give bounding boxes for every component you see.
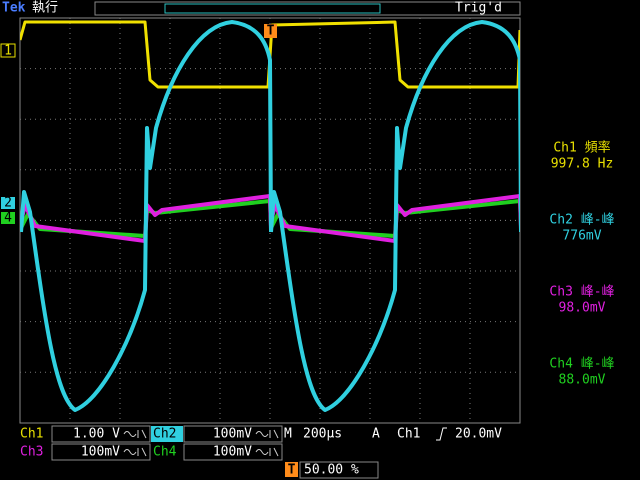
- ch2-scale-box: [183, 425, 283, 443]
- ch4-marker-label: 4: [4, 211, 12, 226]
- ch1-marker-label: 1: [4, 44, 12, 59]
- trigger-slope-icon: [436, 427, 447, 441]
- trigger-position-icon: [285, 462, 298, 477]
- ch1-name: Ch1: [20, 427, 43, 442]
- timebase-scale: 200µs: [303, 427, 342, 442]
- ch2-trace: [20, 20, 520, 412]
- ch3-scale: 100mV: [81, 445, 120, 460]
- measurement-value: 88.0mV: [559, 373, 606, 388]
- ch4-marker: [1, 212, 15, 224]
- measurement-value: 997.8 Hz: [551, 157, 614, 172]
- ch1-marker: [0, 43, 16, 58]
- trigger-marker-label: T: [267, 24, 275, 39]
- trigger-mode: A: [372, 427, 380, 442]
- ch2-marker: [1, 197, 15, 209]
- measurement-value: 776mV: [562, 229, 601, 244]
- ch2-name-box: [151, 426, 183, 442]
- record-window: [164, 3, 381, 14]
- record-bar: [94, 1, 521, 16]
- trigger-level: 20.0mV: [455, 427, 502, 442]
- timebase-prefix: M: [284, 427, 292, 442]
- trigger-position-box: [299, 461, 379, 479]
- ch4-name: Ch4: [153, 445, 177, 460]
- waveforms: [20, 20, 520, 412]
- trigger-position-marker-label: T: [288, 463, 296, 478]
- measurement-label: Ch3 峰-峰: [549, 285, 614, 300]
- trigger-status: Trig'd: [455, 1, 502, 16]
- trigger-position-marker: [264, 24, 277, 38]
- ch1-scale: 1.00 V: [73, 427, 120, 442]
- trigger-position-value: 50.00 %: [304, 463, 359, 478]
- trigger-source: Ch1: [397, 427, 420, 442]
- measurement-label: Ch1 頻率: [553, 140, 610, 156]
- bandwidth-icons: [123, 429, 279, 457]
- measurements: Ch1 頻率 997.8 Hz Ch2 峰-峰 776mV Ch3 峰-峰 98…: [549, 140, 614, 388]
- ch3-scale-box: [51, 443, 151, 461]
- run-status: 執行: [32, 0, 58, 16]
- ch2-marker-label: 2: [4, 196, 12, 211]
- ch1-scale-box: [51, 425, 151, 443]
- ch2-scale: 100mV: [213, 427, 252, 442]
- measurement-value: 98.0mV: [559, 301, 606, 316]
- measurement-label: Ch2 峰-峰: [549, 213, 614, 228]
- measurement-label: Ch4 峰-峰: [549, 357, 614, 372]
- brand: Tek: [2, 1, 26, 16]
- ch2-name: Ch2: [153, 427, 176, 442]
- ch3-name: Ch3: [20, 445, 43, 460]
- ch4-scale: 100mV: [213, 445, 252, 460]
- ch4-scale-box: [183, 443, 283, 461]
